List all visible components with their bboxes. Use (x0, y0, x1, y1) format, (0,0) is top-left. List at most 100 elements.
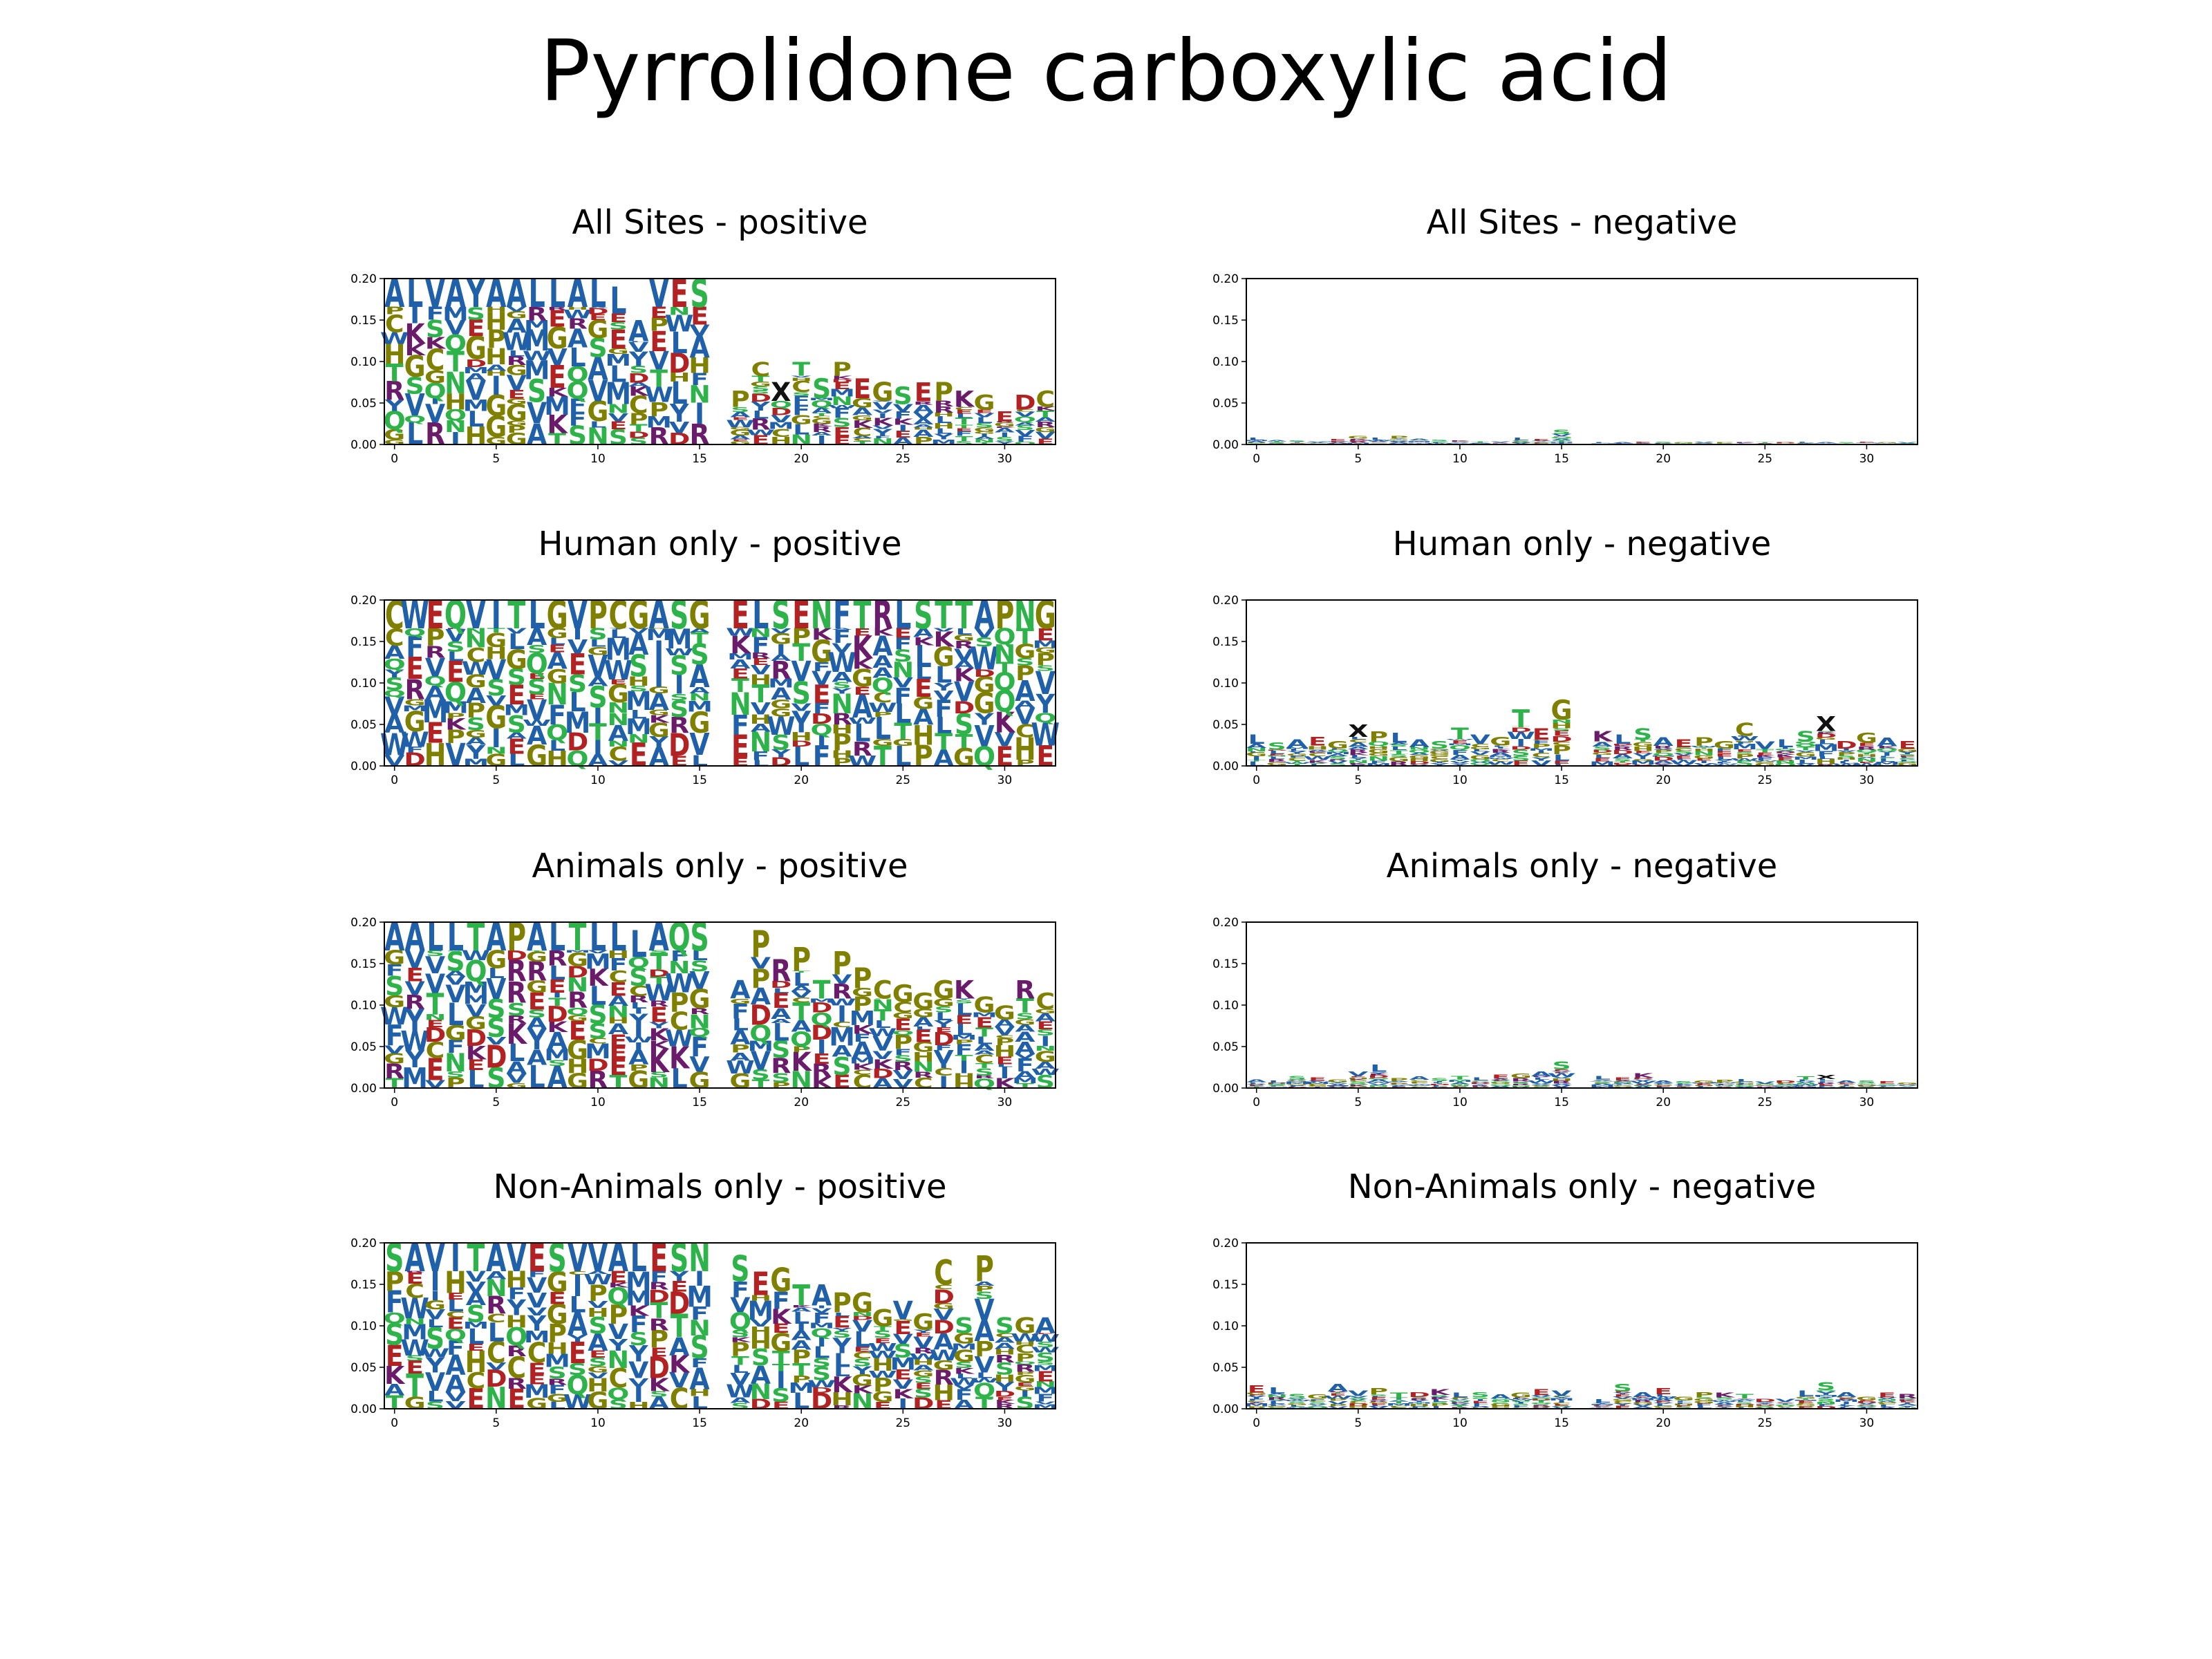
logo-top-letter: V (893, 1296, 914, 1325)
logo-top-letter: A (1409, 438, 1430, 441)
logo-letter: K (547, 410, 568, 439)
logo-letter: S (568, 420, 587, 451)
x-tick-label: 5 (1354, 452, 1362, 466)
logo-top-letter: A (1613, 442, 1633, 444)
x-tick-label: 15 (692, 1416, 707, 1430)
x-tick-label: 0 (1253, 774, 1260, 787)
y-tick-label: 0.10 (350, 677, 377, 691)
logo-letter: M (544, 392, 570, 421)
logo-top-letter: P (1715, 1080, 1734, 1084)
logo-letter: E (507, 388, 525, 401)
panel-title: Animals only - negative (1387, 847, 1778, 885)
logo-top-letter: A (1653, 735, 1674, 749)
logo-top-letter: P (975, 1248, 994, 1290)
logo-letter: E (467, 316, 485, 342)
logo-top-letter: L (1248, 438, 1265, 441)
logo-letter: I (451, 429, 460, 449)
x-tick-label: 25 (1757, 1416, 1772, 1430)
logo-top-letter: X (1348, 721, 1368, 741)
logo-top-letter: G (1551, 695, 1573, 727)
panel-title: Human only - positive (538, 525, 901, 563)
logo-letter: P (487, 324, 506, 354)
logo-letter: G (485, 411, 507, 444)
x-tick-label: 30 (1859, 1416, 1875, 1430)
logo-letter: A (527, 418, 547, 451)
logo-letter: G (384, 438, 405, 447)
logo-top-letter: A (1409, 737, 1430, 750)
y-tick-label: 0.10 (350, 355, 377, 369)
x-tick-label: 15 (1554, 1416, 1569, 1430)
x-tick-label: 10 (590, 1096, 606, 1109)
y-tick-label: 0.00 (350, 760, 377, 774)
x-tick-label: 15 (692, 774, 707, 787)
logo-top-letter: L (1594, 442, 1611, 444)
logo-top-letter: L (1268, 1385, 1285, 1396)
logo-letter: F (569, 408, 587, 430)
x-tick-label: 5 (1354, 774, 1362, 787)
logo-letter: Q (444, 330, 467, 357)
logo-top-letter: G (1510, 1073, 1532, 1080)
x-tick-label: 5 (492, 774, 500, 787)
x-tick-label: 25 (1757, 774, 1772, 787)
y-tick-label: 0.15 (1212, 635, 1239, 649)
logo-top-letter: A (1035, 1314, 1056, 1339)
logo-top-letter: E (1329, 438, 1347, 441)
logo-letter: H (485, 344, 507, 371)
logo-top-letter: G (872, 377, 893, 407)
logo-top-letter: V (1551, 1389, 1572, 1398)
y-tick-label: 0.00 (1212, 760, 1239, 774)
logo-top-letter: E (1248, 1384, 1266, 1395)
logo-top-letter: L (1797, 1389, 1814, 1398)
y-tick-label: 0.20 (1212, 272, 1239, 286)
y-tick-label: 0.05 (350, 718, 377, 732)
logo-top-letter: S (1633, 726, 1652, 744)
logo-top-letter: P (1715, 442, 1734, 444)
x-tick-label: 10 (1452, 1096, 1468, 1109)
logo-top-letter: V (1490, 441, 1511, 442)
logo-top-letter: S (1288, 1393, 1306, 1400)
logo-letter: P (507, 424, 526, 435)
x-tick-label: 0 (391, 1416, 398, 1430)
logo-top-letter: G (1673, 1396, 1694, 1401)
logo-top-letter: K (954, 386, 975, 412)
logo-top-letter: G (912, 988, 934, 1015)
x-tick-label: 20 (1656, 774, 1671, 787)
logo-letter: E (548, 306, 566, 332)
logo-top-letter: G (933, 975, 955, 1004)
logo-letter: I (431, 397, 440, 406)
logo-top-letter: P (1694, 1391, 1714, 1399)
logo-letter: K (547, 386, 568, 400)
logo-top-letter: A (812, 1280, 832, 1313)
logo-top-letter: A (1836, 1391, 1857, 1399)
y-tick-label: 0.20 (1212, 594, 1239, 608)
y-tick-label: 0.20 (350, 594, 377, 608)
logo-top-letter: A (486, 272, 506, 316)
logo-letter: I (410, 313, 420, 326)
logo-panel: Animals only - positiveTRGVFWGSFGAMYWYRV… (350, 847, 1060, 1109)
logo-top-letter: L (1452, 1391, 1468, 1399)
logo-top-letter: R (1015, 975, 1035, 1004)
logo-top-letter: L (1370, 1063, 1387, 1074)
logo-top-letter: L (1777, 737, 1794, 750)
y-tick-label: 0.00 (350, 1403, 377, 1416)
logo-top-letter: S (1857, 1080, 1876, 1083)
logo-letter: Y (384, 397, 404, 415)
logo-letter: R (527, 303, 547, 325)
logo-top-letter: E (996, 409, 1014, 425)
logo-top-letter: V (1307, 441, 1328, 442)
logo-top-letter: S (1471, 1391, 1490, 1399)
logo-letter: T (386, 359, 404, 387)
logo-letter: Q (384, 406, 406, 435)
x-tick-label: 10 (1452, 774, 1468, 787)
logo-letter: G (506, 419, 527, 427)
logo-top-letter: P (832, 357, 852, 380)
logo-letter: R (547, 306, 568, 311)
y-tick-label: 0.20 (1212, 1237, 1239, 1250)
logo-top-letter: T (1471, 441, 1490, 442)
logo-letter: G (485, 390, 507, 423)
logo-top-letter: A (1653, 1080, 1674, 1084)
logo-top-letter: L (1614, 732, 1631, 747)
logo-top-letter: T (1756, 442, 1774, 444)
x-tick-label: 5 (1354, 1096, 1362, 1109)
logo-top-letter: C (1035, 988, 1055, 1015)
